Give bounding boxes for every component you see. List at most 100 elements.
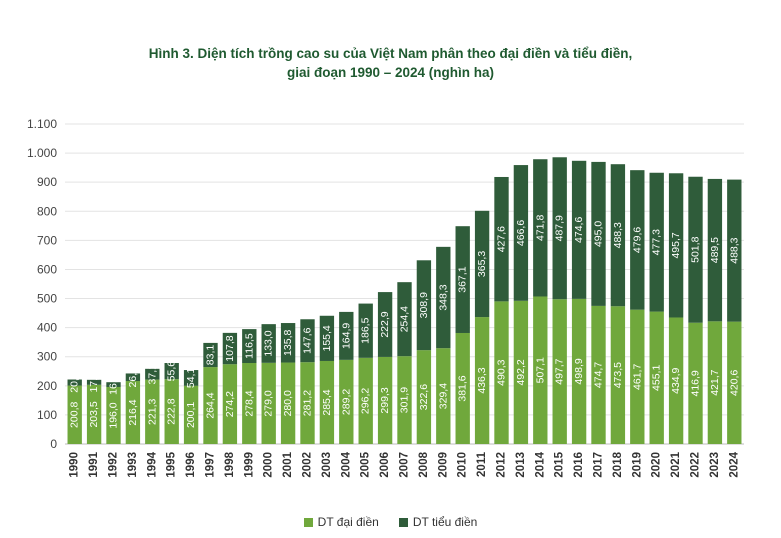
x-tick-label: 2006 [379, 452, 391, 478]
x-tick-label: 2018 [612, 451, 624, 477]
data-label-tieu-dien: 135,8 [282, 329, 294, 355]
data-label-tieu-dien: 427,6 [496, 226, 508, 252]
bar-tieu-dien [649, 172, 664, 312]
x-tick-label: 2002 [302, 452, 314, 478]
x-tick-label: 1999 [243, 452, 255, 478]
data-label-dai-dien: 507,1 [534, 357, 546, 383]
x-tick-label: 1998 [224, 451, 236, 477]
chart-title-line-1: Hình 3. Diện tích trồng cao su của Việt … [148, 46, 633, 61]
bar-tieu-dien [688, 176, 703, 323]
y-tick-label: 400 [37, 321, 57, 335]
x-tick-label: 2023 [709, 452, 721, 478]
bar-dai-dien [377, 356, 393, 444]
x-tick-label: 2020 [651, 452, 663, 478]
bar-tieu-dien [145, 368, 160, 380]
y-tick-label: 500 [37, 292, 57, 306]
data-label-dai-dien: 420,6 [728, 370, 740, 396]
data-label-dai-dien: 455,1 [651, 365, 663, 391]
data-label-dai-dien: 281,2 [302, 390, 314, 416]
x-tick-label: 2017 [593, 452, 605, 478]
data-label-tieu-dien: 479,6 [631, 227, 643, 253]
x-tick-label: 2024 [728, 451, 740, 477]
x-tick-label: 2008 [418, 451, 430, 477]
bar-tieu-dien [591, 161, 606, 306]
bar-dai-dien [630, 309, 645, 444]
bar-dai-dien [571, 298, 587, 444]
bar-tieu-dien [280, 323, 296, 363]
bar-dai-dien [455, 332, 470, 444]
y-tick-label: 300 [37, 350, 57, 364]
x-tick-label: 2011 [476, 451, 488, 477]
data-label-tieu-dien: 83,1 [205, 345, 217, 366]
y-tick-label: 100 [37, 408, 57, 422]
x-tick-label: 2010 [457, 452, 469, 478]
data-label-tieu-dien: 308,9 [418, 292, 430, 318]
bar-dai-dien [145, 379, 160, 444]
legend-item-dai-dien: DT đại điền [303, 515, 379, 529]
bar-tieu-dien [358, 303, 373, 358]
legend-label-tieu-dien: DT tiểu điền [412, 515, 478, 529]
bar-dai-dien [474, 317, 490, 444]
bar-tieu-dien [436, 246, 451, 349]
bar-dai-dien [261, 362, 276, 444]
bar-dai-dien [591, 305, 606, 444]
x-tick-label: 2014 [534, 451, 546, 477]
x-tick-label: 1993 [127, 452, 139, 478]
data-label-tieu-dien: 155,4 [321, 325, 333, 351]
data-label-tieu-dien: 474,6 [573, 217, 585, 243]
data-label-tieu-dien: 495,7 [670, 232, 682, 258]
data-label-dai-dien: 289,2 [340, 389, 352, 415]
bar-tieu-dien [571, 160, 587, 299]
bar-tieu-dien [707, 178, 723, 322]
data-label-dai-dien: 416,9 [690, 370, 702, 396]
data-label-dai-dien: 498,9 [573, 358, 585, 384]
data-label-tieu-dien: 495,0 [593, 221, 605, 247]
data-label-dai-dien: 474,7 [593, 362, 605, 388]
data-label-tieu-dien: 487,9 [554, 215, 566, 241]
bar-dai-dien [494, 301, 509, 444]
data-label-dai-dien: 492,2 [515, 359, 527, 385]
y-tick-label: 600 [37, 262, 57, 276]
data-label-dai-dien: 285,4 [321, 389, 333, 415]
data-label-dai-dien: 280,0 [282, 390, 294, 416]
data-label-dai-dien: 329,4 [437, 383, 449, 409]
x-tick-label: 2015 [554, 451, 566, 477]
legend-item-tieu-dien: DT tiểu điền [398, 515, 478, 529]
bar-tieu-dien [67, 379, 82, 386]
bar-dai-dien [707, 321, 723, 444]
data-label-tieu-dien: 466,6 [515, 220, 527, 246]
bar-tieu-dien [183, 370, 199, 386]
x-tick-label: 1991 [88, 451, 100, 477]
data-label-dai-dien: 381,6 [457, 375, 469, 401]
bar-tieu-dien [86, 379, 102, 385]
data-label-dai-dien: 299,3 [379, 387, 391, 413]
chart-legend: DT đại điền DT tiểu điền [0, 515, 781, 529]
bar-dai-dien [319, 360, 335, 444]
data-label-tieu-dien: 107,8 [224, 335, 236, 361]
data-label-dai-dien: 264,4 [205, 392, 217, 418]
data-label-dai-dien: 421,7 [709, 369, 721, 395]
data-label-tieu-dien: 348,3 [437, 284, 449, 310]
x-tick-label: 2013 [515, 452, 527, 478]
bar-dai-dien [533, 296, 548, 444]
x-tick-label: 2001 [282, 451, 294, 477]
bar-dai-dien [397, 356, 412, 444]
data-label-dai-dien: 196,0 [108, 402, 120, 428]
chart-title-line-2: giai đoạn 1990 – 2024 (nghìn ha) [286, 65, 495, 80]
bar-tieu-dien [416, 260, 432, 351]
bar-dai-dien [688, 322, 703, 444]
bar-tieu-dien [203, 342, 218, 368]
bar-dai-dien [668, 317, 684, 444]
bar-tieu-dien [125, 373, 141, 382]
bar-dai-dien [513, 300, 529, 444]
bar-tieu-dien [494, 176, 509, 302]
x-tick-label: 2021 [670, 451, 682, 477]
data-label-tieu-dien: 37,1 [146, 364, 158, 385]
bar-tieu-dien [630, 170, 645, 310]
bar-tieu-dien [397, 282, 412, 357]
bar-tieu-dien [377, 292, 393, 357]
data-label-dai-dien: 490,3 [496, 359, 508, 385]
bar-tieu-dien [668, 173, 684, 318]
bar-tieu-dien [455, 226, 470, 333]
